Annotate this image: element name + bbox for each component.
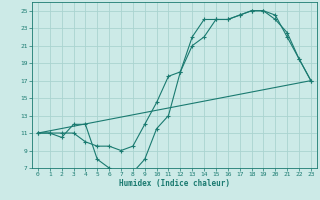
X-axis label: Humidex (Indice chaleur): Humidex (Indice chaleur) — [119, 179, 230, 188]
